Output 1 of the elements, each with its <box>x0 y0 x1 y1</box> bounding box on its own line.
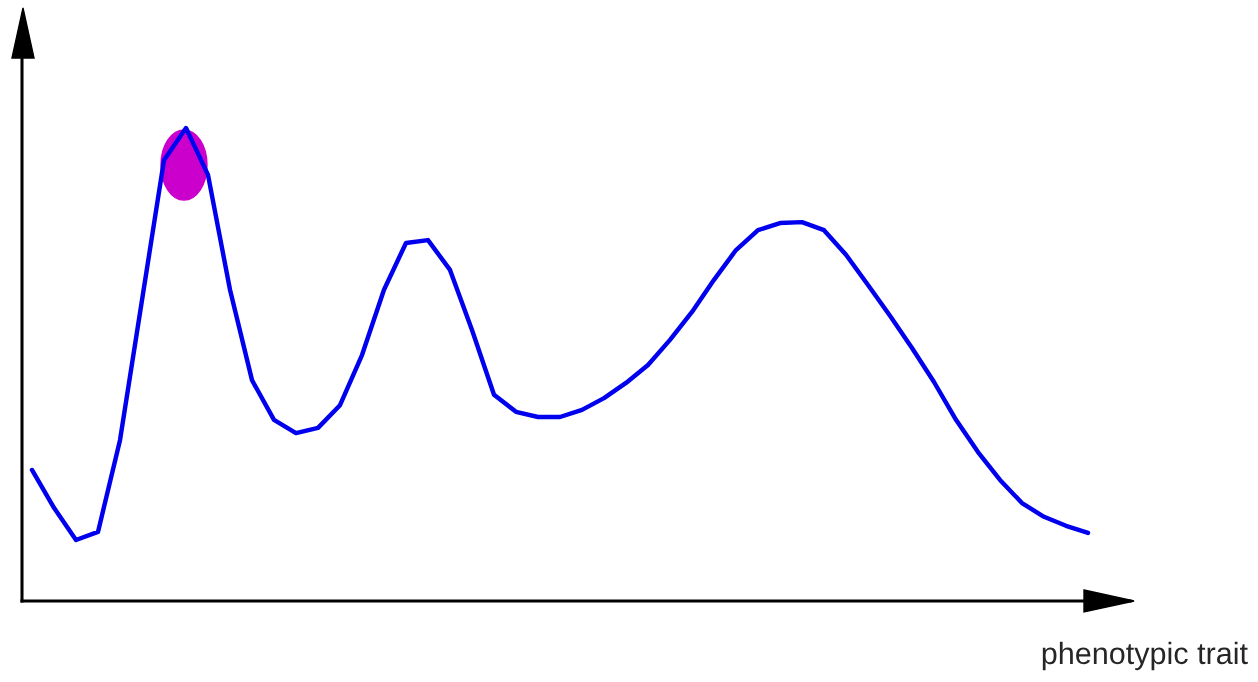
x-axis-title: phenotypic trait <box>1042 641 1248 671</box>
